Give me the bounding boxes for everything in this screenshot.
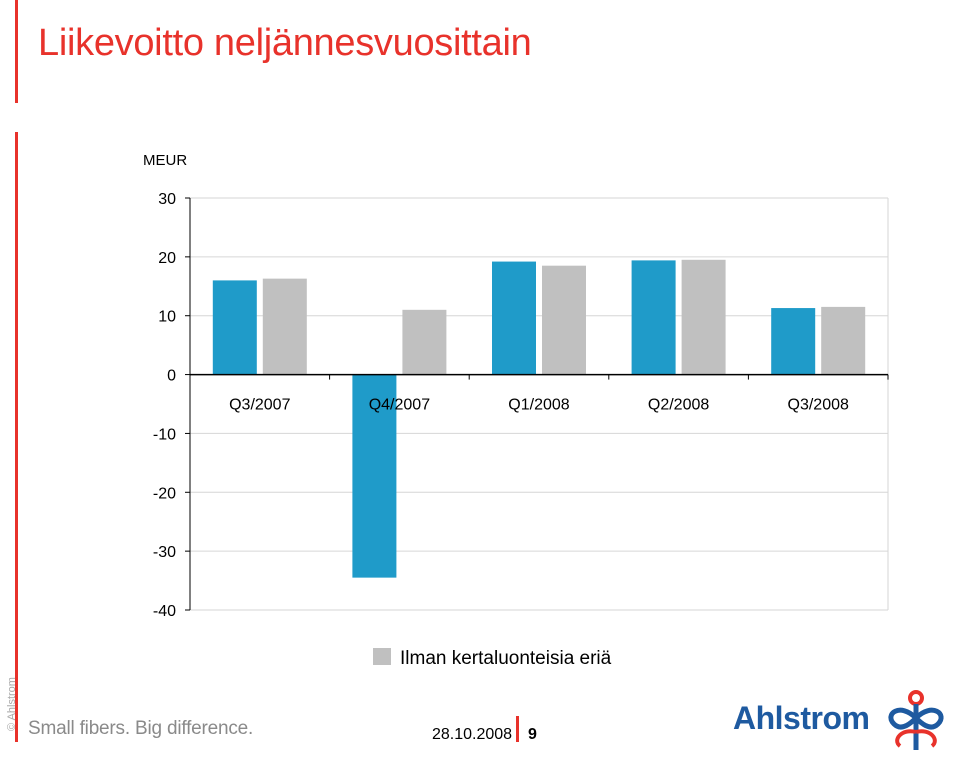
x-tick-label: Q3/2008 <box>788 397 849 414</box>
axes <box>189 198 889 610</box>
unit-label: MEUR <box>143 152 187 169</box>
y-tick-label: 0 <box>167 368 176 385</box>
legend-swatch <box>373 648 391 665</box>
y-tick-label: -20 <box>153 485 176 502</box>
page-title: Liikevoitto neljännesvuosittain <box>38 22 532 64</box>
bar-reported <box>212 280 257 375</box>
bar-adjusted <box>542 265 586 375</box>
y-tick-label: -10 <box>153 426 176 443</box>
page-number: 9 <box>528 726 537 743</box>
bars <box>212 259 866 578</box>
y-tick-label: 20 <box>158 250 176 267</box>
y-tick-label: -30 <box>153 544 176 561</box>
bar-reported <box>771 308 816 375</box>
logo-wordmark: Ahlstrom <box>733 700 870 736</box>
accent-bar-top <box>15 0 18 103</box>
grid-lines <box>190 197 889 611</box>
x-tick-label: Q2/2008 <box>648 397 709 414</box>
legend: Ilman kertaluonteisia eriä <box>373 648 612 669</box>
bar-adjusted <box>262 278 307 375</box>
bar-adjusted <box>681 259 726 375</box>
bar-adjusted <box>821 306 866 375</box>
legend-label: Ilman kertaluonteisia eriä <box>400 648 612 669</box>
bar-adjusted <box>402 309 447 375</box>
accent-bar-side <box>15 132 18 742</box>
y-axis-ticks: 30 20 10 0 -10 -20 -30 -40 <box>153 191 190 620</box>
bar-reported <box>631 260 676 375</box>
x-axis-labels: Q3/2007 Q4/2007 Q1/2008 Q2/2008 Q3/2008 <box>229 397 849 414</box>
footer-date: 28.10.2008 <box>432 726 513 743</box>
x-tick-label: Q4/2007 <box>369 397 430 414</box>
bar-reported <box>492 261 536 375</box>
y-tick-label: 30 <box>158 191 176 208</box>
tagline: Small fibers. Big difference. <box>28 718 254 739</box>
x-tick-label: Q1/2008 <box>508 397 569 414</box>
y-tick-label: -40 <box>153 603 176 620</box>
ahlstrom-flower-logo-icon <box>888 690 944 750</box>
x-tick-label: Q3/2007 <box>229 397 290 414</box>
y-tick-label: 10 <box>158 309 176 326</box>
bar-reported <box>352 374 397 578</box>
footer-separator <box>516 716 519 742</box>
